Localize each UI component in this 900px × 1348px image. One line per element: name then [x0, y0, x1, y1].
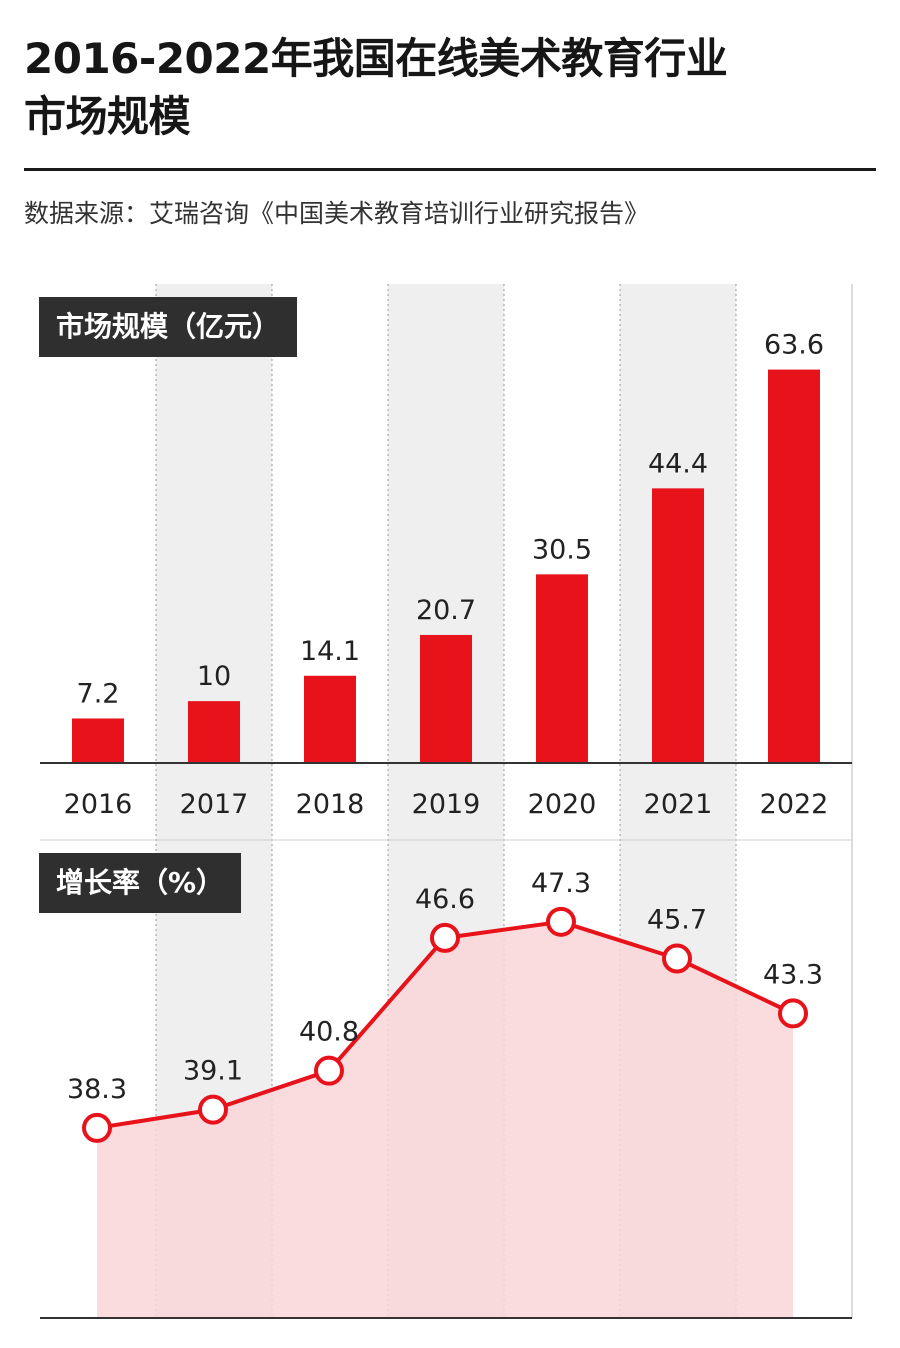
bar-2018 [304, 675, 356, 763]
x-tick-label: 2020 [528, 789, 597, 820]
bar-2021 [652, 488, 704, 763]
x-tick-label: 2017 [180, 789, 249, 820]
bar-chart-title: 市场规模（亿元） [40, 298, 297, 356]
x-tick-label: 2019 [412, 789, 481, 820]
growth-value-label: 39.1 [183, 1056, 243, 1087]
line-chart-title: 增长率（%） [40, 854, 241, 912]
growth-value-label: 40.8 [299, 1017, 359, 1048]
growth-point-2017 [198, 1094, 228, 1125]
x-tick-label: 2022 [760, 789, 829, 820]
bar-2022 [768, 369, 820, 763]
bar-value-label: 63.6 [764, 330, 824, 361]
growth-point-2019 [430, 922, 460, 953]
bar-value-label: 20.7 [416, 595, 476, 626]
bar-value-label: 30.5 [532, 534, 592, 565]
bar-2016 [72, 718, 124, 763]
growth-value-label: 38.3 [67, 1074, 127, 1105]
x-tick-label: 2018 [296, 789, 365, 820]
bar-value-label: 14.1 [300, 636, 360, 667]
title-line-2: 市场规模 [24, 92, 191, 141]
bar-2019 [420, 634, 472, 763]
title-divider [24, 168, 876, 171]
page-title: 2016-2022年我国在线美术教育行业 市场规模 [24, 30, 844, 146]
bar-2020 [536, 574, 588, 763]
growth-area [97, 921, 793, 1318]
growth-point-2020 [546, 906, 576, 937]
data-source: 数据来源：艾瑞咨询《中国美术教育培训行业研究报告》 [24, 199, 650, 228]
x-tick-label: 2016 [64, 789, 133, 820]
growth-value-label: 45.7 [647, 904, 707, 935]
bar-value-label: 44.4 [648, 448, 708, 479]
growth-point-2018 [314, 1055, 344, 1086]
title-line-1: 2016-2022年我国在线美术教育行业 [24, 34, 728, 83]
growth-point-2021 [662, 943, 692, 974]
bar-value-label: 10 [197, 661, 231, 692]
growth-point-2022 [778, 998, 808, 1029]
growth-value-label: 47.3 [531, 868, 591, 899]
x-tick-label: 2021 [644, 789, 713, 820]
bar-value-label: 7.2 [77, 678, 120, 709]
growth-value-label: 46.6 [415, 884, 475, 915]
growth-point-2016 [82, 1112, 112, 1143]
bar-2017 [188, 701, 240, 763]
growth-value-label: 43.3 [763, 959, 823, 990]
